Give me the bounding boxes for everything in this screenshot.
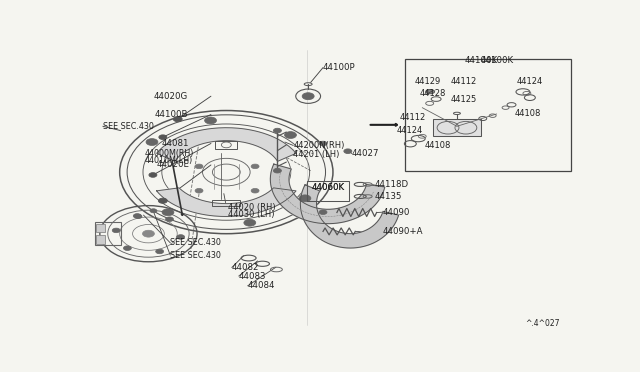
Polygon shape xyxy=(300,185,399,248)
Circle shape xyxy=(159,135,167,140)
Circle shape xyxy=(244,219,256,226)
Polygon shape xyxy=(270,164,385,224)
Circle shape xyxy=(285,132,296,138)
Text: 44020 (RH): 44020 (RH) xyxy=(228,203,275,212)
Circle shape xyxy=(150,209,157,213)
Ellipse shape xyxy=(426,90,435,94)
Text: 44108: 44108 xyxy=(515,109,541,118)
Text: 44082: 44082 xyxy=(232,263,259,272)
Text: 44124: 44124 xyxy=(396,126,422,135)
Circle shape xyxy=(146,139,158,145)
Circle shape xyxy=(319,210,327,215)
Text: 44100K: 44100K xyxy=(464,56,497,65)
Text: 44020E: 44020E xyxy=(156,160,189,169)
Text: 44090: 44090 xyxy=(383,208,410,217)
Polygon shape xyxy=(157,188,296,217)
Text: 44112: 44112 xyxy=(451,77,477,86)
Text: 44112: 44112 xyxy=(400,113,426,122)
Text: 44020G: 44020G xyxy=(154,92,188,101)
Circle shape xyxy=(344,149,352,154)
Circle shape xyxy=(251,189,259,193)
Bar xyxy=(405,59,571,171)
Circle shape xyxy=(177,235,185,239)
Text: 44100K: 44100K xyxy=(481,56,514,65)
Circle shape xyxy=(135,215,142,218)
Text: SEE SEC.430: SEE SEC.430 xyxy=(103,122,154,131)
Circle shape xyxy=(299,195,311,202)
Circle shape xyxy=(173,116,182,122)
Circle shape xyxy=(251,164,259,169)
Bar xyxy=(95,222,121,245)
Text: 44081: 44081 xyxy=(162,139,189,148)
Text: 44010M(LH): 44010M(LH) xyxy=(145,156,193,165)
Text: 44200N(RH): 44200N(RH) xyxy=(293,141,345,150)
Text: 44100P: 44100P xyxy=(323,63,356,72)
Bar xyxy=(216,141,237,149)
Bar xyxy=(97,235,106,244)
Text: 44000M(RH): 44000M(RH) xyxy=(145,149,194,158)
Circle shape xyxy=(156,249,164,254)
Circle shape xyxy=(195,189,203,193)
Circle shape xyxy=(166,217,173,221)
Text: 44090+A: 44090+A xyxy=(383,227,423,236)
Bar xyxy=(97,224,106,232)
Text: 44084: 44084 xyxy=(248,281,275,290)
Text: 44118D: 44118D xyxy=(374,180,409,189)
Circle shape xyxy=(273,128,282,133)
Text: ^.4^027: ^.4^027 xyxy=(525,318,560,328)
Circle shape xyxy=(162,209,174,216)
Polygon shape xyxy=(157,128,296,161)
Circle shape xyxy=(195,164,203,169)
Circle shape xyxy=(143,230,154,237)
Text: 44129: 44129 xyxy=(415,77,441,86)
Bar xyxy=(212,200,240,206)
Text: SEE SEC.430: SEE SEC.430 xyxy=(170,238,221,247)
Circle shape xyxy=(273,169,282,173)
Text: 44060K: 44060K xyxy=(312,183,345,192)
Circle shape xyxy=(124,246,131,250)
Text: 44124: 44124 xyxy=(516,77,543,86)
Circle shape xyxy=(158,198,167,203)
Circle shape xyxy=(133,214,141,218)
Text: 44100B: 44100B xyxy=(155,110,188,119)
Circle shape xyxy=(302,93,314,100)
Circle shape xyxy=(149,173,157,177)
Text: 44108: 44108 xyxy=(425,141,451,150)
Text: 44201 (LH): 44201 (LH) xyxy=(293,150,340,160)
Text: 44135: 44135 xyxy=(374,192,402,201)
Bar xyxy=(433,119,481,136)
Text: 44027: 44027 xyxy=(352,149,380,158)
Text: 44030 (LH): 44030 (LH) xyxy=(228,210,275,219)
Text: 44060K: 44060K xyxy=(312,183,345,192)
Circle shape xyxy=(319,141,327,146)
Text: 44083: 44083 xyxy=(239,272,266,280)
Text: 44125: 44125 xyxy=(451,95,477,104)
Circle shape xyxy=(112,228,120,233)
Text: SEE SEC.430: SEE SEC.430 xyxy=(170,251,221,260)
Circle shape xyxy=(205,117,216,124)
Bar xyxy=(307,181,349,201)
Text: 44128: 44128 xyxy=(420,89,446,98)
